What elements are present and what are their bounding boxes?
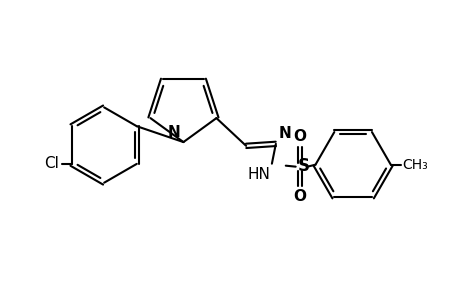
Text: O: O [292, 129, 306, 144]
Text: O: O [292, 189, 306, 204]
Text: S: S [297, 157, 309, 175]
Text: N: N [278, 126, 291, 141]
Text: CH₃: CH₃ [402, 158, 427, 172]
Text: HN: HN [246, 167, 269, 182]
Text: Cl: Cl [44, 156, 59, 171]
Text: N: N [168, 125, 180, 140]
